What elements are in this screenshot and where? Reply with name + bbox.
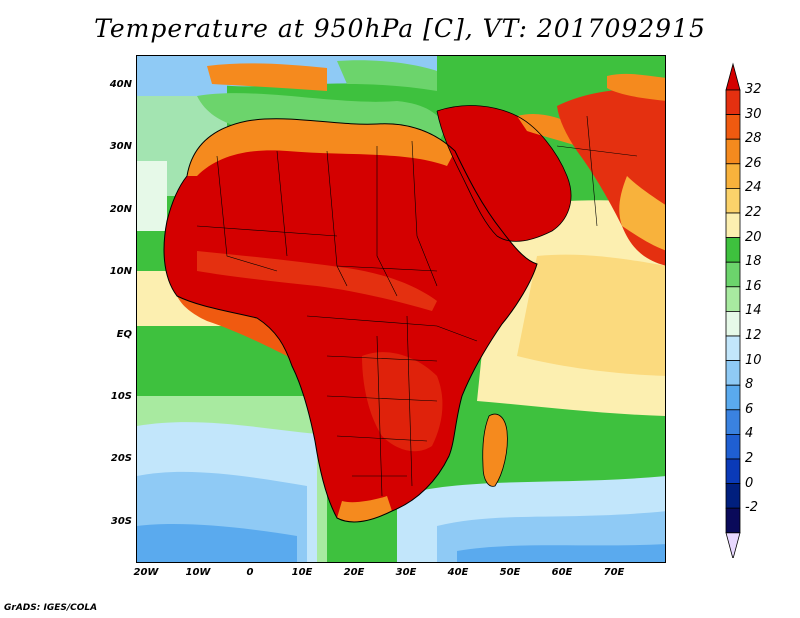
lat-label-20s: 20S [110, 453, 132, 464]
colorbar-tick-label: 6 [745, 401, 754, 417]
colorbar-tick-label: 28 [745, 131, 762, 147]
colorbar-tick-label: 12 [745, 328, 762, 343]
colorbar-segment [725, 187, 741, 214]
colorbar [725, 62, 741, 558]
map-canvas [137, 56, 665, 562]
lon-label-70e: 70E [603, 567, 625, 578]
colorbar-tick-label: 22 [745, 205, 762, 220]
colorbar-segment [725, 114, 741, 140]
colorbar-tick-label: -2 [745, 500, 758, 516]
lon-label-40e: 40E [447, 567, 469, 578]
country-borders [196, 115, 638, 497]
lat-label-20n: 20N [109, 204, 132, 215]
colorbar-bottom-cap [725, 532, 741, 558]
arabia-coastline [436, 105, 572, 242]
africa-land [164, 118, 537, 522]
colorbar-tick-label: 14 [745, 303, 762, 319]
lat-label-30n: 30N [109, 141, 132, 152]
grads-credit: GrADS: IGES/COLA [4, 603, 98, 613]
colorbar-tick-label: 20 [745, 229, 762, 245]
colorbar-segment [725, 360, 741, 386]
colorbar-segment [725, 433, 741, 460]
colorbar-segment [725, 89, 741, 116]
lat-label-eq: EQ [116, 329, 132, 340]
colorbar-tick-label: 0 [745, 475, 754, 491]
colorbar-tick-label: 4 [745, 426, 754, 442]
madagascar-coastline [482, 413, 508, 487]
colorbar-segment [725, 163, 741, 189]
lon-label-60e: 60E [551, 567, 573, 578]
colorbar-segment [725, 138, 741, 165]
lat-label-30s: 30S [110, 516, 132, 527]
madagascar-land [482, 414, 508, 487]
lon-label-20w: 20W [133, 567, 159, 578]
colorbar-segment [725, 261, 741, 288]
colorbar-tick-label: 10 [745, 352, 762, 368]
lon-label-10w: 10W [185, 567, 211, 578]
lon-label-30e: 30E [395, 567, 417, 578]
map-title: Temperature at 950hPa [C], VT: 201709291… [94, 14, 706, 43]
colorbar-segment [725, 409, 741, 435]
colorbar-segment [725, 507, 741, 534]
africa-coastline [163, 118, 538, 523]
colorbar-segment [725, 310, 741, 337]
colorbar-segment [725, 384, 741, 411]
colorbar-tick-label: 24 [745, 180, 762, 196]
lon-label-0: 0 [246, 567, 254, 578]
colorbar-tick-label: 2 [745, 451, 754, 466]
colorbar-tick-label: 16 [745, 278, 762, 294]
lat-label-10s: 10S [110, 391, 132, 402]
lon-label-50e: 50E [499, 567, 521, 578]
colorbar-segment [725, 335, 741, 362]
colorbar-segment [725, 458, 741, 485]
colorbar-segment [725, 483, 741, 509]
lon-label-20e: 20E [343, 567, 365, 578]
colorbar-segment [725, 237, 741, 263]
temperature-map [136, 55, 666, 563]
colorbar-top-cap [725, 62, 741, 91]
colorbar-tick-label: 32 [745, 82, 762, 97]
colorbar-tick-label: 8 [745, 377, 754, 393]
arabia-land [437, 105, 572, 242]
colorbar-segment [725, 286, 741, 312]
colorbar-segment [725, 212, 741, 239]
lat-label-40n: 40N [109, 79, 132, 90]
lon-label-10e: 10E [291, 567, 313, 578]
lat-label-10n: 10N [109, 266, 132, 277]
colorbar-tick-label: 18 [745, 254, 762, 270]
colorbar-tick-label: 26 [745, 155, 762, 171]
colorbar-tick-label: 30 [745, 106, 762, 122]
